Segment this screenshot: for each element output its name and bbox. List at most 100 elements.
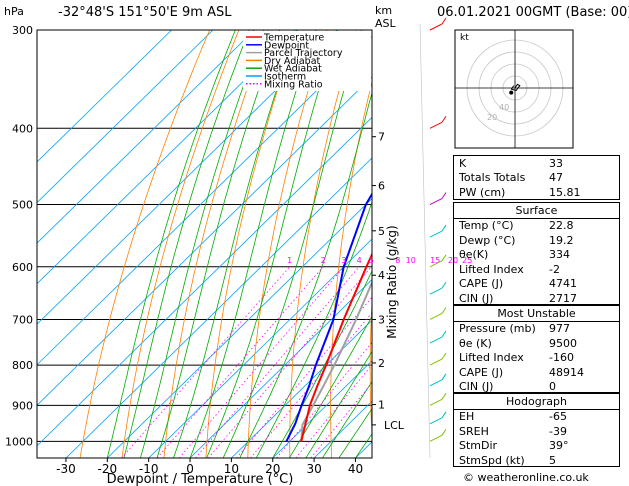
- row-value: 39°: [549, 439, 569, 452]
- x-tick-label: 40: [348, 462, 363, 476]
- row-value: 9500: [549, 336, 577, 350]
- dry-adiabat-line: [79, 30, 210, 458]
- km-unit-label: km: [375, 4, 393, 17]
- row-value: -2: [549, 262, 560, 276]
- row-label: Temp (°C): [459, 219, 514, 232]
- pressure-tick-label: 1000: [5, 435, 33, 448]
- table-row: Lifted Index -2: [454, 263, 619, 278]
- row-label: Pressure (mb): [459, 322, 536, 335]
- indices-box: K 33 Totals Totals 47 PW (cm) 15.81: [453, 155, 620, 200]
- mixing-ratio-label: 3: [341, 256, 346, 265]
- hodograph-trace: [510, 83, 521, 91]
- wet-adiabat-line: [338, 407, 372, 458]
- wet-adiabat-line: [123, 30, 250, 458]
- row-value: 977: [549, 322, 570, 335]
- row-value: -39: [549, 424, 567, 438]
- km-tick-label: 4: [378, 269, 385, 282]
- hodograph-ring-label: 20: [487, 113, 497, 122]
- isotherm-line: [37, 30, 255, 244]
- plot-frame: [36, 29, 373, 459]
- mixing-ratio-label: 1: [287, 256, 292, 265]
- wind-barb-flag: [441, 281, 447, 289]
- table-row: CAPE (J) 48914: [454, 366, 619, 381]
- pressure-tick-label: 800: [12, 359, 33, 372]
- table-row: CIN (J) 2717: [454, 292, 619, 307]
- mixing-ratio-label: 5: [369, 256, 374, 265]
- dry-adiabat-line: [408, 30, 444, 458]
- row-value: 334: [549, 248, 570, 261]
- row-value: 5: [549, 453, 556, 467]
- legend-label: Temperature: [263, 33, 324, 44]
- wind-barb-flag: [441, 411, 447, 419]
- mixing-ratio-line: [236, 296, 372, 458]
- legend-label: Isotherm: [264, 72, 306, 83]
- pressure-axis: 300 400 500 600 700 800 900 1000: [5, 24, 33, 448]
- isotherm-line: [148, 238, 372, 458]
- index-label: PW (cm): [459, 186, 506, 199]
- pressure-tick-label: 500: [12, 199, 33, 212]
- index-row: K 33: [454, 156, 619, 171]
- table-row: θe(K) 334: [454, 248, 619, 263]
- km-tick-label: 7: [378, 131, 385, 144]
- surface-title: Surface: [454, 203, 619, 219]
- table-row: θe (K) 9500: [454, 337, 619, 352]
- x-tick-label: 20: [265, 462, 280, 476]
- dry-adiabat-line: [330, 80, 372, 458]
- row-label: CIN (J): [459, 291, 494, 305]
- wind-barb: [429, 313, 443, 320]
- km-tick-label: 6: [378, 180, 385, 193]
- mixing-ratio-label: 10: [406, 256, 416, 265]
- wet-adiabat-line: [106, 30, 236, 458]
- index-value: 15.81: [549, 186, 581, 199]
- table-row: EH -65: [454, 410, 619, 425]
- wind-barbs: [419, 17, 447, 459]
- row-value: 0: [549, 380, 556, 393]
- index-row: PW (cm) 15.81: [454, 186, 619, 201]
- table-row: CAPE (J) 4741: [454, 277, 619, 292]
- mixing-ratio-line: [178, 266, 345, 458]
- row-value: -65: [549, 410, 567, 423]
- x-tick-label: 30: [306, 462, 321, 476]
- wind-barb-flag: [441, 224, 447, 232]
- km-tick-label: 1: [378, 399, 385, 412]
- wind-barb-flag: [441, 116, 447, 123]
- mixing-ratio-label: 4: [357, 256, 362, 265]
- index-value: 33: [549, 157, 563, 170]
- mixing-ratio-label: 15: [430, 256, 440, 265]
- wet-adiabat-line: [305, 350, 372, 458]
- hodograph-unit-label: kt: [460, 33, 469, 43]
- isotherm-line: [107, 197, 372, 458]
- pressure-tick-label: 700: [12, 313, 33, 326]
- pressure-tick-label: 300: [12, 24, 33, 37]
- wind-barb: [429, 336, 443, 344]
- wind-barb-flag: [441, 17, 447, 25]
- legend-background: [243, 31, 371, 91]
- profiles: [285, 192, 372, 442]
- wind-barb-flag: [441, 330, 447, 338]
- mixing-ratio-line: [310, 382, 372, 458]
- hodograph-ring-label: 40: [499, 103, 509, 112]
- km-tick-label: 5: [378, 225, 385, 238]
- row-value: 4741: [549, 277, 577, 290]
- storm-motion-marker: [509, 90, 514, 95]
- legend-label: Parcel Trajectory: [264, 48, 343, 59]
- wind-barb-flag: [441, 352, 447, 360]
- wet-adiabat-line: [322, 380, 372, 458]
- mixing-ratio-line: [250, 312, 372, 458]
- lcl-label: LCL: [384, 419, 405, 432]
- row-label: CAPE (J): [459, 277, 504, 290]
- plot-area: [37, 30, 444, 458]
- isotherm-line: [272, 360, 372, 458]
- wind-barb: [429, 260, 443, 268]
- row-label: Lifted Index: [459, 351, 524, 364]
- x-tick-label: 10: [224, 462, 239, 476]
- legend-label: Wet Adiabat: [264, 64, 322, 75]
- row-value: 2717: [549, 291, 577, 305]
- wind-barb-flag: [441, 192, 447, 199]
- table-row: Dewp (°C) 19.2: [454, 234, 619, 249]
- isotherm-line: [189, 279, 372, 458]
- row-value: 48914: [549, 365, 584, 379]
